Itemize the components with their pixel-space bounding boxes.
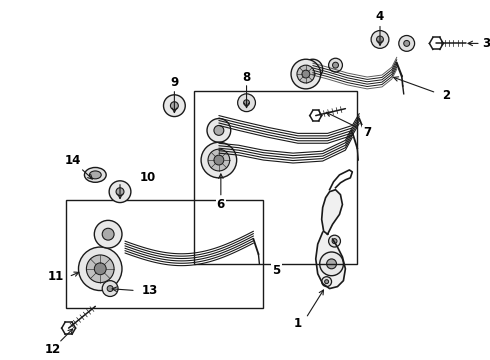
Circle shape [214,155,224,165]
Text: 8: 8 [243,71,251,84]
Circle shape [201,142,237,178]
Text: 5: 5 [272,264,280,277]
Circle shape [238,94,255,112]
Circle shape [333,62,339,68]
Text: 7: 7 [363,126,371,139]
Circle shape [214,126,224,135]
Circle shape [329,235,341,247]
Text: 6: 6 [217,198,225,211]
Circle shape [303,59,322,79]
Polygon shape [321,190,343,234]
Ellipse shape [89,171,101,179]
Text: 3: 3 [482,37,490,50]
Circle shape [297,65,315,83]
Circle shape [116,188,124,195]
Circle shape [325,280,329,284]
Circle shape [109,181,131,203]
Text: 11: 11 [48,270,64,283]
Text: 1: 1 [294,317,302,330]
Text: 14: 14 [64,154,81,167]
Circle shape [171,102,178,110]
Text: 12: 12 [45,343,61,356]
Circle shape [321,277,332,287]
Circle shape [94,220,122,248]
Circle shape [207,118,231,142]
Circle shape [399,36,415,51]
Circle shape [332,239,337,244]
Text: 13: 13 [142,284,158,297]
Circle shape [309,65,317,73]
Circle shape [329,58,343,72]
Bar [66,199,263,309]
Polygon shape [316,232,345,289]
Circle shape [376,36,384,43]
Circle shape [102,228,114,240]
Circle shape [164,95,185,117]
Circle shape [86,255,114,283]
Circle shape [102,281,118,297]
Circle shape [94,263,106,275]
Text: 9: 9 [170,76,178,89]
Circle shape [404,40,410,46]
Text: 4: 4 [376,10,384,23]
Circle shape [291,59,320,89]
Circle shape [327,259,337,269]
Ellipse shape [84,167,106,182]
Bar [194,91,357,264]
Circle shape [319,252,343,276]
Circle shape [208,149,230,171]
Circle shape [78,247,122,291]
Circle shape [371,31,389,48]
Text: 10: 10 [140,171,156,184]
Text: 2: 2 [442,89,450,102]
Circle shape [302,70,310,78]
Circle shape [244,100,249,106]
Circle shape [107,285,113,292]
